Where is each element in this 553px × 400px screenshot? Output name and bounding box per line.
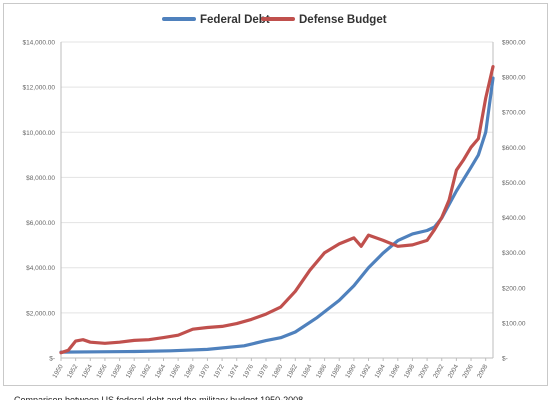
axes [60,42,494,361]
gridlines [61,41,493,314]
chart-frame [3,3,548,386]
x-tick-label: 2006 [461,363,474,379]
y-tick-label-right: $500.00 [502,180,526,187]
series-line-defense-budget [59,64,495,355]
y-tick-label-right: $100.00 [502,320,526,327]
y-tick-label-left: $12,000.00 [22,85,55,92]
y-tick-label-right: $700.00 [502,110,526,117]
x-tick-label: 2002 [432,363,445,379]
y-tick-label-right: $200.00 [502,285,526,292]
y-tick-label-left: $2,000.00 [26,310,55,317]
y-tick-label-left: $8,000.00 [26,175,55,182]
y-tick-label-left: $4,000.00 [26,265,55,272]
left-y-tick-labels: $- $2,000.00 $4,000.00 $6,000.00 $8,000.00 $1… [22,40,55,363]
legend-label-federal-debt: Federal Debt [200,14,270,26]
right-y-tick-labels: $- $100.00 $200.00 $300.00 $400.00 $500.00 $60… [502,40,526,363]
y-tick-label-left: $14,000.00 [22,40,55,47]
x-tick-label: 1992 [359,363,372,379]
x-tick-label: 1956 [95,363,108,379]
x-tick-label: 1994 [374,363,387,379]
x-tick-label: 1988 [330,363,343,379]
y-tick-label-right: $800.00 [502,75,526,82]
x-tick-label: 2008 [476,363,489,379]
x-tick-label: 1952 [66,363,79,379]
x-tick-label: 2000 [418,363,431,379]
series-lines [59,64,495,355]
x-tick-label: 1974 [227,363,240,379]
x-tick-label: 1990 [344,363,357,379]
x-tick-label: 1950 [51,363,64,379]
y-tick-label-left: $- [49,356,55,363]
y-tick-label-right: $- [502,356,508,363]
y-tick-label-right: $400.00 [502,215,526,222]
x-tick-label: 1978 [256,363,269,379]
x-tick-label: 1972 [213,363,226,379]
x-tick-label: 1960 [125,363,138,379]
x-tick-label: 1966 [169,363,182,379]
series-line-federal-debt [59,76,495,354]
x-tick-label: 1962 [139,363,152,379]
legend-label-defense-budget: Defense Budget [299,14,387,26]
x-tick-label: 1958 [110,363,123,379]
x-tick-label: 1954 [81,363,94,379]
y-tick-label-right: $900.00 [502,40,526,47]
x-tick-label: 1996 [388,363,401,379]
x-tick-label: 1964 [154,363,167,379]
chart-caption: Comparison between US federal debt and t… [14,395,304,400]
x-tick-label: 1968 [183,363,196,379]
x-tick-label: 1998 [403,363,416,379]
legend: Federal Debt Defense Budget [162,14,387,26]
x-tick-label: 1982 [286,363,299,379]
x-tick-label: 1984 [300,363,313,379]
y-tick-label-right: $600.00 [502,145,526,152]
y-tick-label-right: $300.00 [502,250,526,257]
x-tick-label: 1986 [315,363,328,379]
x-tick-labels: 1950 1952 1954 1956 1958 1960 1962 1964 1966 1968… [51,363,489,379]
x-tick-label: 2004 [447,363,460,379]
y-tick-label-left: $10,000.00 [22,130,55,137]
x-tick-label: 1980 [271,363,284,379]
x-tick-label: 1976 [242,363,255,379]
x-tick-label: 1970 [198,363,211,379]
y-tick-label-left: $6,000.00 [26,220,55,227]
